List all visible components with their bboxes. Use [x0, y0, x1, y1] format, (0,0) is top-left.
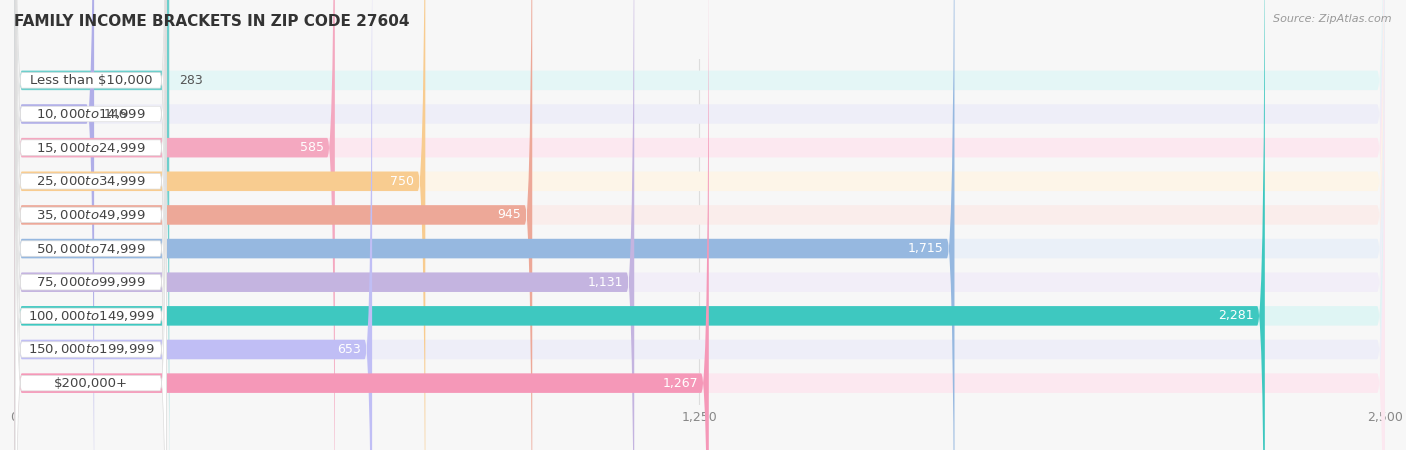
FancyBboxPatch shape — [15, 0, 166, 450]
Text: $35,000 to $49,999: $35,000 to $49,999 — [37, 208, 146, 222]
Text: $25,000 to $34,999: $25,000 to $34,999 — [37, 174, 146, 188]
FancyBboxPatch shape — [15, 0, 166, 450]
Text: $15,000 to $24,999: $15,000 to $24,999 — [37, 141, 146, 155]
FancyBboxPatch shape — [15, 0, 166, 450]
FancyBboxPatch shape — [14, 0, 533, 450]
FancyBboxPatch shape — [15, 0, 166, 450]
Text: 585: 585 — [299, 141, 323, 154]
FancyBboxPatch shape — [14, 0, 709, 450]
FancyBboxPatch shape — [14, 0, 1385, 450]
Text: 945: 945 — [498, 208, 522, 221]
Text: $50,000 to $74,999: $50,000 to $74,999 — [37, 242, 146, 256]
FancyBboxPatch shape — [14, 0, 426, 450]
Text: 653: 653 — [337, 343, 361, 356]
Text: $10,000 to $14,999: $10,000 to $14,999 — [37, 107, 146, 121]
Text: $150,000 to $199,999: $150,000 to $199,999 — [28, 342, 155, 356]
Text: 2,281: 2,281 — [1218, 309, 1254, 322]
FancyBboxPatch shape — [14, 0, 1385, 450]
FancyBboxPatch shape — [14, 0, 1265, 450]
Text: $75,000 to $99,999: $75,000 to $99,999 — [37, 275, 146, 289]
Text: 283: 283 — [179, 74, 202, 87]
FancyBboxPatch shape — [15, 0, 166, 450]
Text: FAMILY INCOME BRACKETS IN ZIP CODE 27604: FAMILY INCOME BRACKETS IN ZIP CODE 27604 — [14, 14, 409, 28]
Text: 1,131: 1,131 — [588, 276, 623, 289]
Text: Source: ZipAtlas.com: Source: ZipAtlas.com — [1274, 14, 1392, 23]
FancyBboxPatch shape — [14, 0, 1385, 450]
FancyBboxPatch shape — [15, 0, 166, 450]
FancyBboxPatch shape — [14, 0, 955, 450]
Text: Less than $10,000: Less than $10,000 — [30, 74, 152, 87]
Text: 750: 750 — [391, 175, 415, 188]
FancyBboxPatch shape — [14, 0, 1385, 450]
Text: 1,715: 1,715 — [908, 242, 943, 255]
FancyBboxPatch shape — [14, 0, 634, 450]
FancyBboxPatch shape — [14, 0, 94, 450]
FancyBboxPatch shape — [14, 0, 169, 450]
Text: $100,000 to $149,999: $100,000 to $149,999 — [28, 309, 155, 323]
FancyBboxPatch shape — [15, 0, 166, 450]
FancyBboxPatch shape — [15, 0, 166, 450]
FancyBboxPatch shape — [14, 0, 1385, 450]
FancyBboxPatch shape — [14, 0, 1385, 450]
FancyBboxPatch shape — [14, 0, 335, 450]
Text: 1,267: 1,267 — [662, 377, 697, 390]
FancyBboxPatch shape — [14, 0, 373, 450]
Text: 146: 146 — [104, 108, 128, 121]
Text: $200,000+: $200,000+ — [53, 377, 128, 390]
FancyBboxPatch shape — [15, 0, 166, 450]
FancyBboxPatch shape — [14, 0, 1385, 450]
FancyBboxPatch shape — [15, 0, 166, 450]
FancyBboxPatch shape — [14, 0, 1385, 450]
FancyBboxPatch shape — [14, 0, 1385, 450]
FancyBboxPatch shape — [14, 0, 1385, 450]
